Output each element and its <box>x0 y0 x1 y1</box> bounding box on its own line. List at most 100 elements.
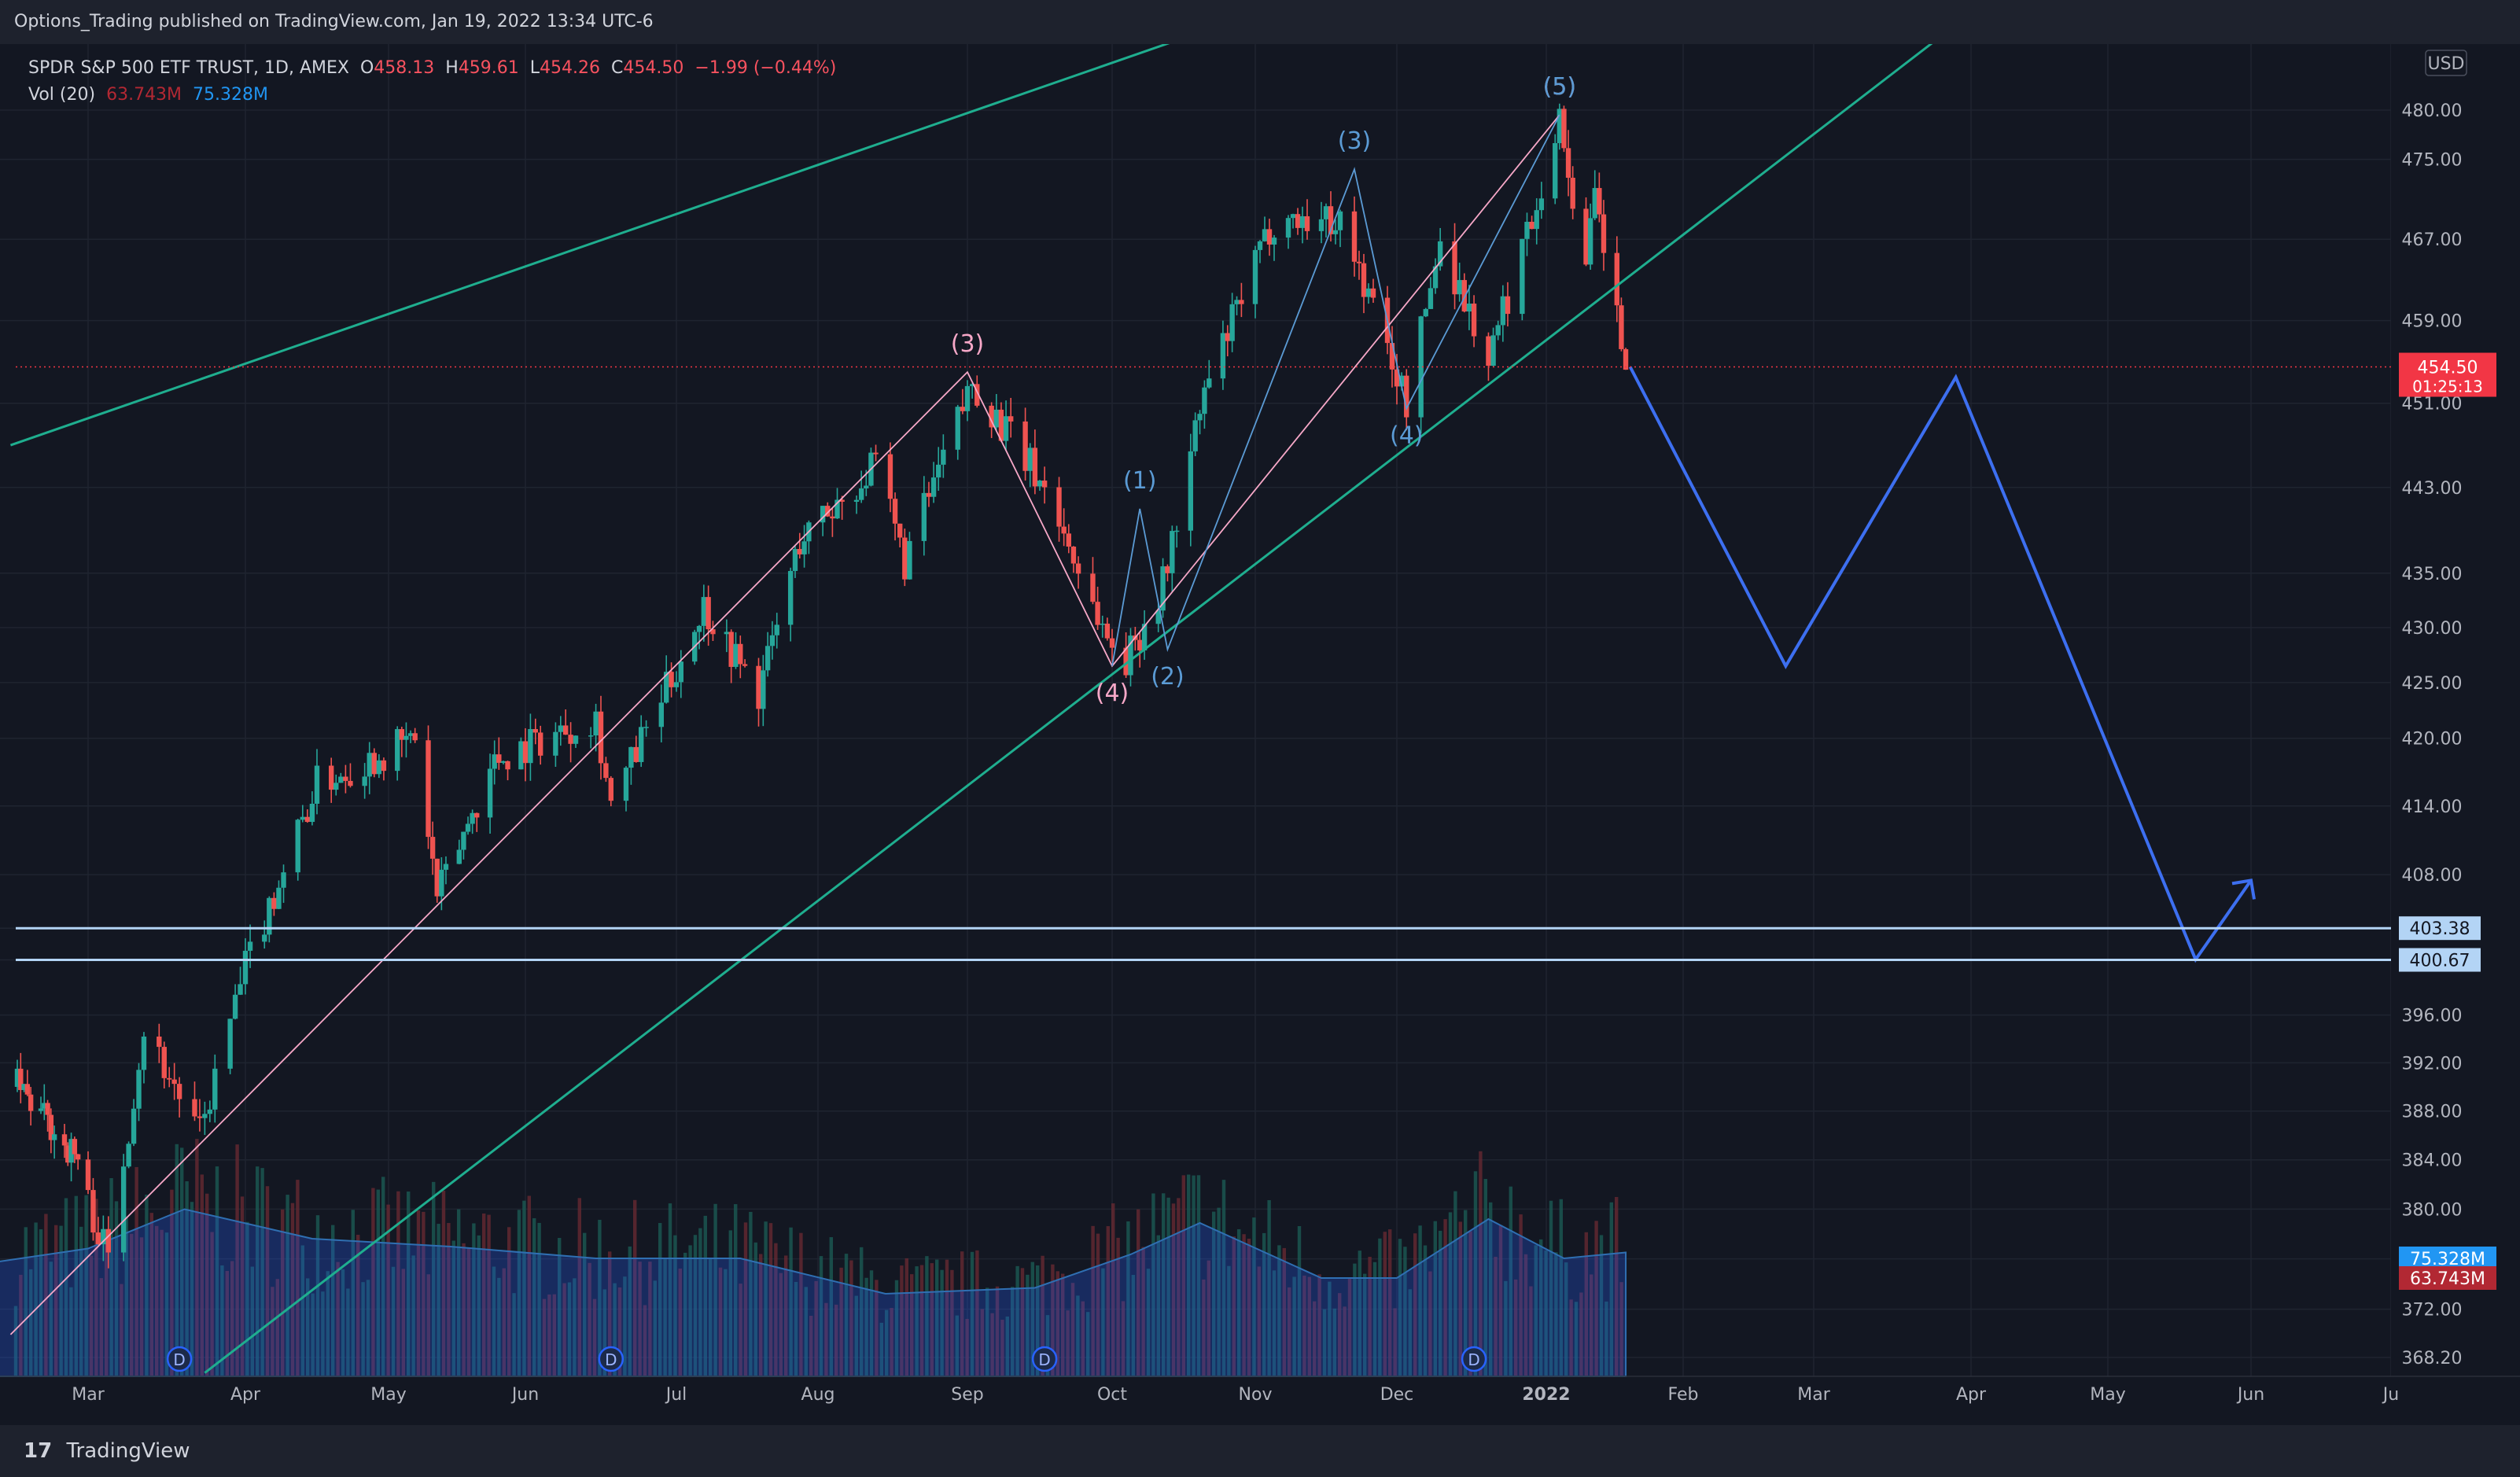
volume-bar <box>617 1287 622 1376</box>
volume-bar <box>1162 1193 1166 1376</box>
volume-bar <box>1368 1257 1372 1376</box>
volume-bar <box>799 1232 803 1376</box>
candle-body <box>738 643 743 665</box>
candle-body <box>993 409 999 428</box>
candle <box>426 725 431 849</box>
candle-body <box>1008 416 1014 422</box>
volume-bar <box>658 1223 662 1376</box>
candle <box>1192 412 1198 456</box>
volume-bar <box>1353 1263 1357 1376</box>
volume-bar <box>432 1181 436 1376</box>
candle-body <box>902 537 908 580</box>
volume-bar <box>89 1255 94 1376</box>
candle-body <box>1423 308 1428 317</box>
volume-bar <box>1232 1236 1236 1376</box>
candle-body <box>232 994 238 1019</box>
volume-bar <box>69 1287 73 1376</box>
candle <box>1123 632 1129 678</box>
candle-body <box>157 1036 162 1048</box>
volume-bar <box>1549 1200 1553 1376</box>
candle-body <box>465 823 471 832</box>
volume-bar <box>260 1168 264 1376</box>
volume-label[interactable]: Vol (20) <box>28 85 96 105</box>
candle-body <box>295 820 300 873</box>
candle <box>101 1215 106 1262</box>
candle <box>1565 130 1571 197</box>
volume-bar <box>1151 1193 1155 1376</box>
candle-body <box>167 1077 172 1080</box>
volume-bar <box>573 1278 577 1376</box>
volume-bar <box>1237 1228 1241 1376</box>
tradingview-brand[interactable]: TradingView <box>66 1439 190 1463</box>
candle-body <box>207 1109 213 1114</box>
volume-bar <box>1297 1226 1302 1376</box>
time-tick-label: Jul <box>665 1385 687 1405</box>
volume-bar <box>180 1147 184 1376</box>
candle <box>1592 170 1597 220</box>
candle <box>429 821 436 875</box>
candle <box>1100 615 1105 638</box>
candle <box>696 624 702 650</box>
candle <box>500 761 507 764</box>
tradingview-logo-icon[interactable]: 17 <box>24 1439 53 1463</box>
candle <box>1202 380 1207 429</box>
volume-bar <box>1358 1250 1361 1376</box>
candle <box>1027 443 1033 488</box>
volume-bar <box>341 1269 345 1376</box>
volume-bar <box>195 1139 199 1376</box>
candle-body <box>696 625 702 632</box>
candle-body <box>338 776 344 783</box>
volume-bar <box>819 1256 823 1376</box>
volume-bar <box>608 1251 612 1376</box>
candle <box>141 1032 147 1084</box>
volume-bar <box>547 1294 551 1376</box>
candle-body <box>51 1134 57 1140</box>
volume-bar <box>331 1225 335 1376</box>
volume-bar <box>965 1318 969 1376</box>
candle <box>1271 234 1277 261</box>
candle <box>367 742 372 794</box>
volume-bar <box>1221 1180 1226 1376</box>
volume-bar <box>1081 1301 1085 1376</box>
candle <box>333 774 339 796</box>
candle <box>858 470 864 503</box>
candle <box>90 1177 96 1241</box>
candle <box>792 545 798 578</box>
candle-body <box>756 665 761 709</box>
candle-body <box>1583 208 1589 265</box>
volume-bar <box>986 1287 989 1376</box>
candle-body <box>1370 288 1376 298</box>
candle-body <box>101 1228 106 1245</box>
candle-body <box>1471 304 1477 337</box>
volume-bar <box>753 1242 757 1376</box>
volume-bar <box>1131 1275 1135 1376</box>
volume-bar <box>185 1180 189 1376</box>
volume-bar <box>945 1259 949 1376</box>
volume-bar <box>1011 1287 1015 1376</box>
dividend-icon <box>1461 1346 1487 1372</box>
volume-bar <box>975 1250 979 1376</box>
volume-bar <box>1020 1268 1025 1376</box>
price-tick-label: 459.00 <box>2402 312 2463 332</box>
volume-bar <box>1146 1269 1151 1376</box>
projection-arrowhead <box>2231 878 2256 900</box>
candle-body <box>864 485 869 489</box>
volume-bar <box>1247 1239 1251 1376</box>
candle <box>276 880 282 910</box>
time-tick-label: Dec <box>1380 1385 1414 1405</box>
volume-bar <box>416 1210 421 1376</box>
candle <box>724 619 730 653</box>
candle <box>242 937 249 995</box>
candle <box>930 462 937 503</box>
candle-body <box>623 768 629 801</box>
price-chart[interactable]: (3)(4)(5)(1)(2)(3)(4)(5)D D D D480.00475.00… <box>0 44 2520 1425</box>
symbol-name[interactable]: SPDR S&P 500 ETF TRUST, 1D, AMEX <box>28 58 349 78</box>
time-tick-label: Ju <box>2382 1385 2399 1405</box>
volume-bar <box>1041 1255 1044 1376</box>
candle <box>407 730 414 743</box>
candle-body <box>367 753 372 777</box>
candle-body <box>1165 566 1170 573</box>
candle-body <box>443 864 449 870</box>
volume-bar <box>668 1203 672 1376</box>
dividend-label: D <box>1468 1350 1479 1369</box>
